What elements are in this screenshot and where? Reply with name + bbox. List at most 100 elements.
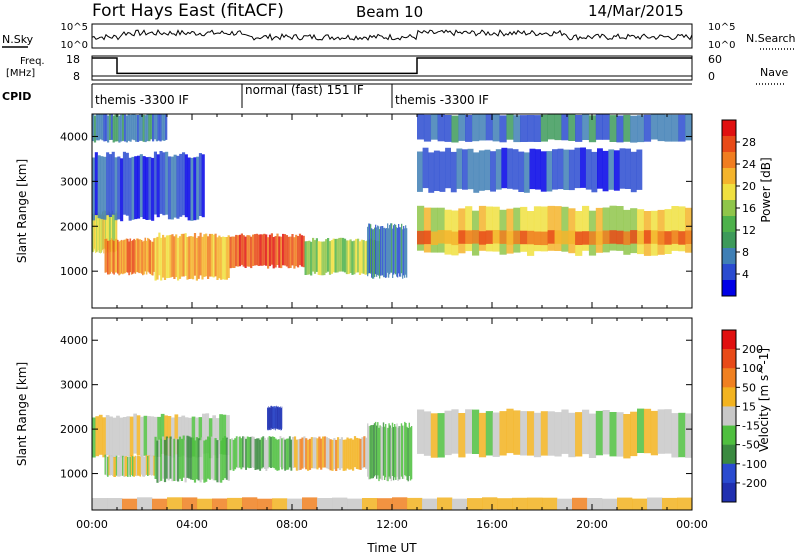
echo-cell <box>377 422 379 476</box>
echo-cell <box>212 438 215 481</box>
nsearch-right-tick-bottom: 10^0 <box>708 40 735 51</box>
echo-cell <box>381 426 383 481</box>
echo-cell <box>540 411 548 456</box>
echo-cell <box>132 456 134 477</box>
echo-cell <box>100 156 104 220</box>
echo-cell <box>120 455 123 476</box>
echo-cell <box>321 241 324 276</box>
echo-cell <box>129 238 132 273</box>
echo-cell <box>248 437 251 469</box>
echo-cell <box>257 498 273 510</box>
echo-cell <box>285 235 288 267</box>
echo-cell <box>276 233 279 265</box>
echo-cell <box>364 241 367 275</box>
echo-cell <box>139 456 142 477</box>
power-ylabel: Slant Range [km] <box>15 159 29 263</box>
echo-cell <box>458 114 466 141</box>
echo-cell <box>280 236 283 269</box>
echo-cell <box>351 241 354 275</box>
echo-cell <box>369 223 371 273</box>
echo-cell <box>103 156 107 220</box>
echo-cell <box>283 234 287 266</box>
echo-cell <box>281 406 283 429</box>
echo-cell <box>280 408 282 431</box>
echo-cell <box>332 497 348 510</box>
echo-cell <box>643 230 652 244</box>
echo-cell <box>193 233 197 276</box>
echo-cell <box>133 238 135 273</box>
echo-cell <box>383 227 385 278</box>
echo-cell <box>101 114 104 141</box>
echo-cell <box>372 229 374 279</box>
echo-cell <box>122 417 127 457</box>
echo-cell <box>145 454 148 475</box>
echo-cell <box>370 224 372 274</box>
echo-cell <box>308 438 312 470</box>
y-tick-label: 3000 <box>60 379 88 392</box>
echo-cell <box>271 407 272 430</box>
echo-cell <box>147 416 151 457</box>
echo-cell <box>173 438 176 481</box>
echo-cell <box>279 436 282 468</box>
echo-cell <box>361 437 364 469</box>
echo-cell <box>277 407 278 430</box>
colorbar-tick-label: -50 <box>742 439 760 452</box>
echo-cell <box>547 411 555 456</box>
echo-cell <box>410 426 413 480</box>
echo-cell <box>142 156 146 219</box>
echo-cell <box>527 230 535 245</box>
echo-cell <box>171 439 174 482</box>
echo-cell <box>140 416 144 457</box>
echo-cell <box>167 497 183 510</box>
echo-cell <box>152 114 155 142</box>
echo-cell <box>267 408 269 431</box>
echo-cell <box>109 240 112 274</box>
velocity-panel: 1000 2000 3000 4000 00:00 04:00 08:00 12:00 16:… <box>15 317 771 554</box>
echo-cell <box>190 157 194 221</box>
echo-cell <box>371 425 373 479</box>
echo-cell <box>299 438 302 470</box>
colorbar-swatch <box>722 406 736 426</box>
echo-cell <box>302 235 305 268</box>
echo-cell <box>588 413 597 458</box>
echo-cell <box>406 426 408 481</box>
echo-cell <box>467 148 474 190</box>
echo-cell <box>125 456 128 477</box>
echo-cell <box>150 416 155 457</box>
echo-cell <box>276 405 277 428</box>
echo-cell <box>112 239 114 274</box>
colorbar-tick-label: 28 <box>742 136 756 149</box>
echo-cell <box>276 406 278 430</box>
echo-cell <box>417 230 425 245</box>
echo-cell <box>196 156 200 220</box>
echo-cell <box>506 231 514 245</box>
cpid-segment-label: themis -3300 IF <box>395 93 489 107</box>
echo-cell <box>179 153 183 217</box>
echo-cell <box>540 151 547 192</box>
echo-cell <box>94 152 98 216</box>
beam-title: Beam 10 <box>356 3 423 21</box>
echo-cell <box>142 241 144 276</box>
echo-cell <box>403 425 405 479</box>
echo-cell <box>316 438 319 470</box>
echo-cell <box>332 238 335 273</box>
echo-cell <box>373 229 375 279</box>
echo-cell <box>368 426 370 480</box>
echo-cell <box>274 407 276 430</box>
echo-cell <box>143 456 145 477</box>
echo-cell <box>235 234 238 267</box>
echo-cell <box>664 409 672 454</box>
x-tick-label: 20:00 <box>576 518 608 531</box>
echo-cell <box>248 235 251 267</box>
echo-cell <box>285 438 288 470</box>
echo-cell <box>355 238 358 273</box>
echo-cell <box>602 498 618 510</box>
colorbar-swatch <box>722 184 736 201</box>
echo-cell <box>93 213 95 252</box>
echo-cell <box>227 235 230 278</box>
echo-cell <box>182 435 185 478</box>
echo-cell <box>124 239 127 274</box>
echo-cell <box>251 436 254 468</box>
echo-cell <box>506 408 514 454</box>
echo-cell <box>201 154 205 218</box>
